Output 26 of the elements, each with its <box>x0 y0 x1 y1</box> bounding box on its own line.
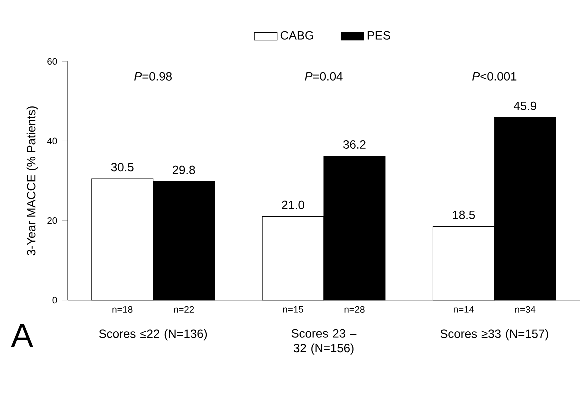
text: n=28 <box>344 306 365 313</box>
data-label: 45.9 <box>514 102 536 110</box>
text: n=15 <box>283 306 304 313</box>
y-tick-label: 40 <box>47 138 58 145</box>
y-tick-label: 60 <box>48 58 58 65</box>
annotation: P<0.001 <box>472 72 517 81</box>
data-label: 36.2 <box>344 140 366 149</box>
annotation: P=0.98 <box>134 72 172 81</box>
x-tick-label: Scores ≥33 (N=157) <box>440 329 548 341</box>
text: n=34 <box>516 306 536 313</box>
x-tick-label: Scores 23 – 32 (N=156) <box>292 329 357 355</box>
data-label: 29.8 <box>172 166 196 174</box>
text: n=18 <box>112 306 133 313</box>
legend-label: CABG <box>280 31 314 40</box>
x-tick-label: Scores ≤22 (N=136) <box>99 329 208 341</box>
data-label: 21.0 <box>282 200 304 210</box>
legend-label: PES <box>368 31 390 40</box>
y-axis-title: 3-Year MACCE (% Patients) <box>26 106 38 256</box>
text: A <box>11 324 34 347</box>
data-label: 30.5 <box>111 163 134 172</box>
data-label: 18.5 <box>453 210 476 220</box>
y-tick-label: 0 <box>52 297 58 304</box>
text: n=22 <box>174 306 194 313</box>
y-tick-label: 20 <box>48 217 58 224</box>
annotation: P=0.04 <box>305 72 343 81</box>
text: n=14 <box>454 306 474 313</box>
